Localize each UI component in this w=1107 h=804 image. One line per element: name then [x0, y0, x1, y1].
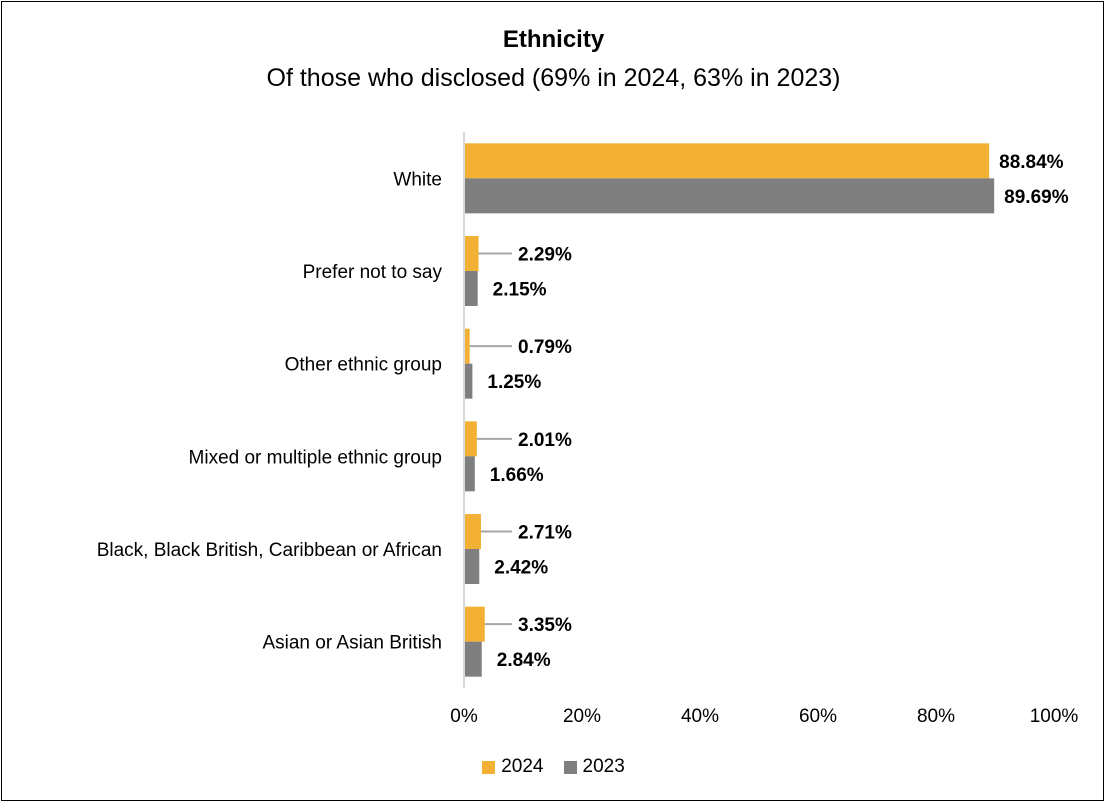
- data-label-2024: 2.29%: [518, 245, 572, 266]
- x-tick-label: 20%: [563, 706, 601, 727]
- data-label-2023: 2.42%: [494, 558, 548, 579]
- bar-2024: [465, 143, 990, 179]
- bar-2023: [465, 456, 475, 492]
- bar-2024: [465, 236, 479, 271]
- x-tick-label: 60%: [799, 706, 837, 727]
- bar-2023: [465, 271, 478, 306]
- x-tick-label: 80%: [917, 706, 955, 727]
- legend-item-2023: 2023: [563, 756, 625, 778]
- legend-swatch-2024: [482, 760, 496, 774]
- bar-2023: [465, 641, 482, 677]
- bar-2023: [465, 178, 995, 214]
- chart-subtitle: Of those who disclosed (69% in 2024, 63%…: [266, 64, 841, 92]
- category-label: Prefer not to say: [303, 262, 443, 283]
- bar-2023: [465, 549, 480, 584]
- data-label-2024: 2.01%: [518, 430, 572, 451]
- chart-title: Ethnicity: [502, 26, 605, 53]
- legend-swatch-2023: [563, 760, 577, 774]
- category-label: White: [393, 169, 442, 190]
- category-label: Other ethnic group: [285, 355, 442, 376]
- bar-2024: [465, 606, 485, 642]
- legend-item-2024: 2024: [482, 756, 544, 778]
- x-tick-label: 40%: [681, 706, 719, 727]
- bar-2024: [465, 514, 481, 549]
- data-label-2023: 2.84%: [497, 650, 551, 671]
- data-label-2024: 2.71%: [518, 523, 572, 544]
- chart-legend: 2024 2023: [0, 756, 1107, 778]
- data-label-2024: 3.35%: [518, 615, 572, 636]
- bar-2023: [465, 363, 473, 399]
- category-label: Asian or Asian British: [262, 633, 442, 654]
- x-tick-label: 0%: [450, 706, 478, 727]
- data-label-2024: 88.84%: [999, 152, 1064, 173]
- category-label: Black, Black British, Caribbean or Afric…: [97, 540, 442, 561]
- legend-label-2023: 2023: [582, 756, 625, 777]
- data-label-2023: 89.69%: [1004, 187, 1069, 208]
- data-label-2024: 0.79%: [518, 337, 572, 358]
- data-label-2023: 1.25%: [487, 372, 541, 393]
- x-tick-label: 100%: [1030, 706, 1079, 727]
- data-label-2023: 1.66%: [490, 465, 544, 486]
- category-label: Mixed or multiple ethnic group: [189, 447, 442, 468]
- bar-2024: [465, 328, 470, 364]
- legend-label-2024: 2024: [501, 756, 544, 777]
- data-label-2023: 2.15%: [493, 280, 547, 301]
- bar-2024: [465, 421, 477, 457]
